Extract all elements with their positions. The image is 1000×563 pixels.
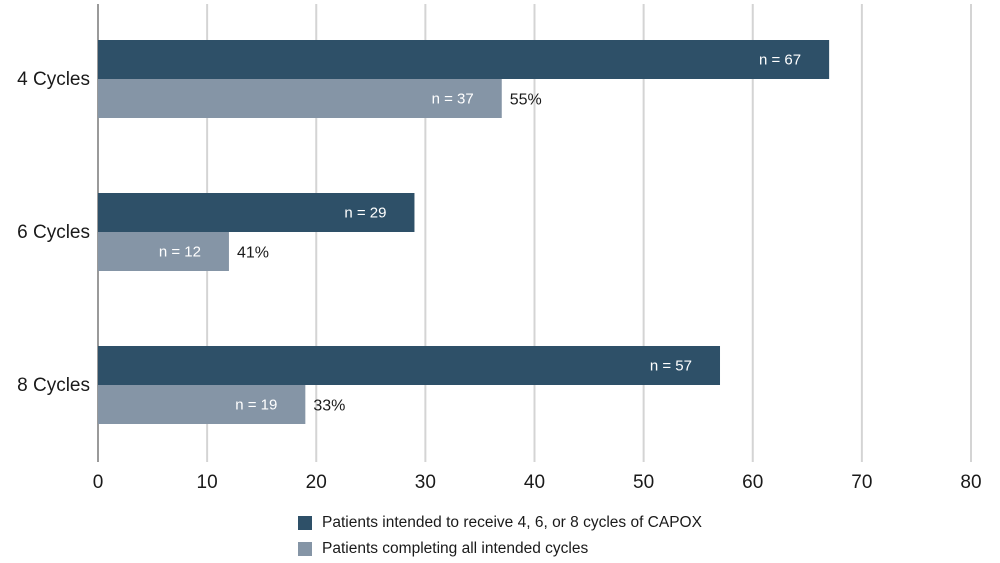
percent-label: 33% [313,398,345,415]
category-label: 8 Cycles [17,375,90,396]
x-tick-label: 30 [415,472,436,493]
bar-value-label: n = 57 [650,358,692,375]
percent-label: 41% [237,245,269,262]
x-tick-label: 40 [524,472,545,493]
category-label: 4 Cycles [17,69,90,90]
legend-item-intended: Patients intended to receive 4, 6, or 8 … [298,510,702,536]
x-tick-label: 70 [851,472,872,493]
bar-intended [98,40,830,79]
x-tick-label: 10 [197,472,218,493]
legend: Patients intended to receive 4, 6, or 8 … [298,510,702,562]
bars: n = 67 n = 37 55% n = 29 n = 12 41% n = 57 n = … [98,40,830,424]
bar-intended [98,346,721,385]
percent-label: 55% [510,92,542,109]
x-tick-label: 50 [633,472,654,493]
x-tick-label: 0 [93,472,104,493]
x-tick-label: 80 [960,472,981,493]
bar-intended [98,193,415,232]
x-axis-ticks: 0 10 20 30 40 50 60 70 80 [93,472,982,493]
bar-completing [98,385,306,424]
bar-value-label: n = 19 [235,397,277,414]
legend-label-completing: Patients completing all intended cycles [322,540,589,557]
legend-label-intended: Patients intended to receive 4, 6, or 8 … [322,514,702,531]
bar-completing [98,79,502,118]
category-label: 6 Cycles [17,222,90,243]
x-tick-label: 20 [306,472,327,493]
legend-swatch-completing [298,542,312,556]
bar-value-label: n = 37 [432,91,474,108]
bar-value-label: n = 29 [344,205,386,222]
legend-swatch-intended [298,516,312,530]
category-labels: 4 Cycles 6 Cycles 8 Cycles [17,69,90,396]
bar-value-label: n = 12 [159,244,201,261]
bar-completing [98,232,229,271]
legend-item-completing: Patients completing all intended cycles [298,536,702,562]
bar-value-label: n = 67 [759,52,801,69]
x-tick-label: 60 [742,472,763,493]
